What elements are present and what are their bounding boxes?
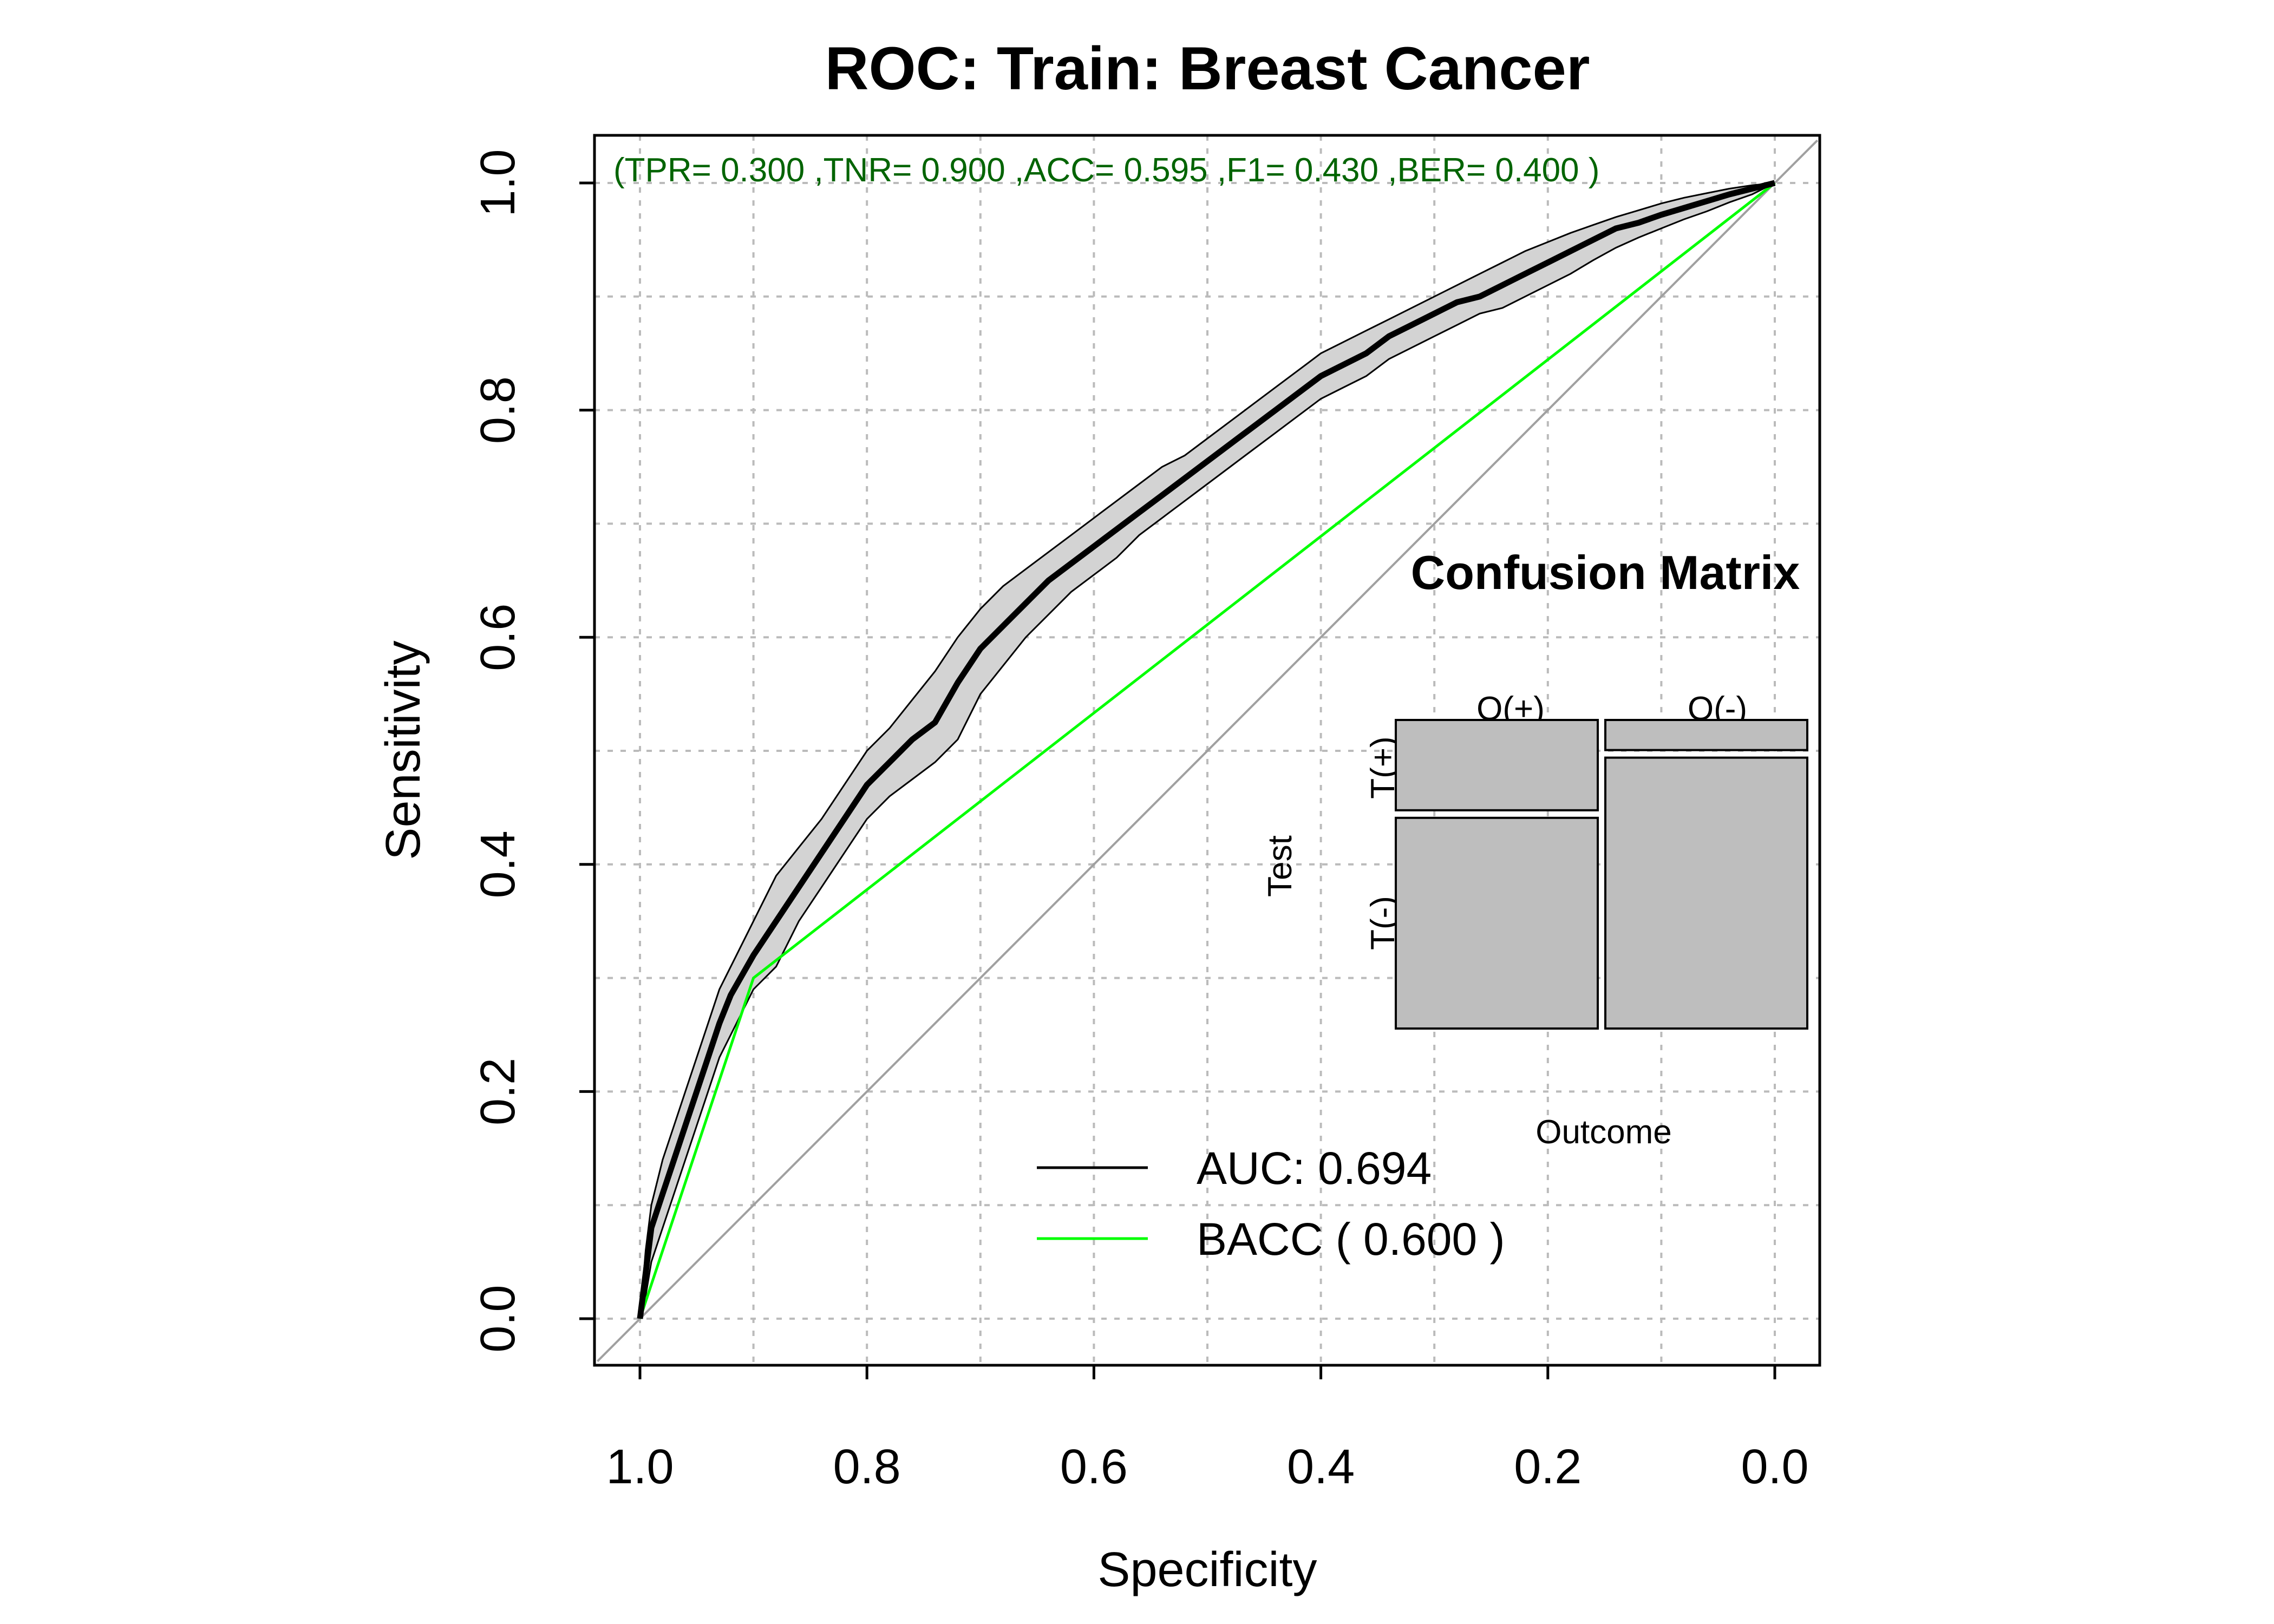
y-tick-label: 0.4 (471, 830, 525, 898)
plot-frame (593, 134, 1821, 1367)
legend: AUC: 0.694 BACC ( 0.600 ) (1037, 1143, 1505, 1265)
confusion-matrix-title: Confusion Matrix (1411, 546, 1800, 599)
y-axis: 0.0 0.2 0.4 0.6 0.8 1.0 (471, 149, 594, 1353)
x-axis-label: Specificity (1097, 1543, 1317, 1597)
cm-cell-false-positive (1604, 719, 1808, 751)
roc-curve (637, 180, 1776, 1319)
metrics-summary-text: (TPR= 0.300 ,TNR= 0.900 ,ACC= 0.595 ,F1=… (613, 152, 1599, 189)
y-tick-label: 0.2 (471, 1058, 525, 1125)
legend-label-auc: AUC: 0.694 (1197, 1143, 1432, 1194)
cm-cell-false-negative (1395, 816, 1599, 1030)
y-tick-label: 0.0 (471, 1285, 525, 1352)
cm-x-axis-label: Outcome (1535, 1114, 1672, 1151)
x-tick-label: 0.6 (1060, 1440, 1128, 1494)
y-tick-label: 0.8 (471, 376, 525, 444)
chance-diagonal-line (596, 139, 1819, 1363)
x-tick-label: 0.0 (1741, 1440, 1808, 1494)
cm-cell-true-negative (1604, 756, 1808, 1030)
x-axis: 1.0 0.8 0.6 0.4 0.2 0.0 (606, 1365, 1809, 1494)
x-tick-label: 0.2 (1514, 1440, 1582, 1494)
cm-cell-true-positive (1395, 719, 1599, 811)
x-tick-label: 1.0 (606, 1440, 674, 1494)
confusion-matrix-inset: Confusion Matrix O(+) O(-) T(+) T(-) Tes… (1262, 546, 1808, 1151)
bacc-line (638, 182, 1776, 1319)
x-tick-label: 0.4 (1287, 1440, 1355, 1494)
y-tick-label: 0.6 (471, 604, 525, 671)
y-axis-label: Sensitivity (376, 640, 430, 860)
chart-title: ROC: Train: Breast Cancer (825, 35, 1590, 102)
y-tick-label: 1.0 (471, 149, 525, 217)
legend-label-bacc: BACC ( 0.600 ) (1197, 1214, 1505, 1265)
x-tick-label: 0.8 (833, 1440, 901, 1494)
cm-y-axis-label: Test (1262, 835, 1299, 897)
